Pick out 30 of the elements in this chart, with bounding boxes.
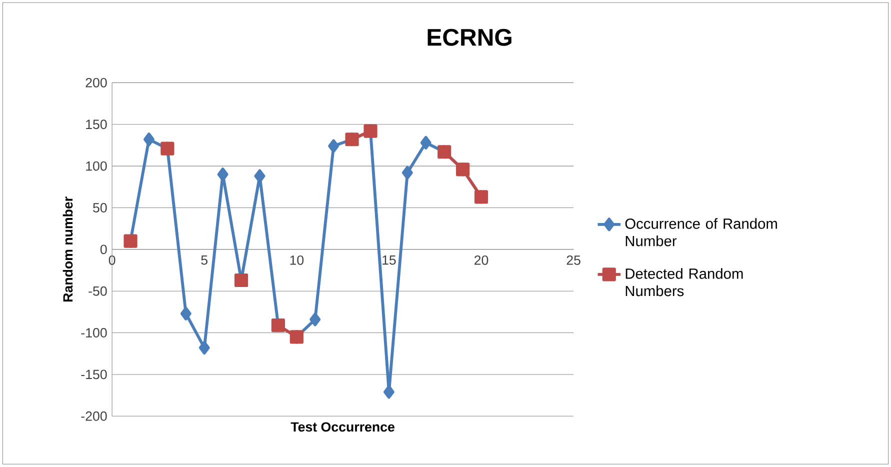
y-axis-title: Random number [62, 196, 73, 302]
x-axis-title: Test Occurrence [290, 422, 394, 432]
point [383, 385, 394, 399]
x-tick-label: 15 [382, 256, 396, 265]
point [402, 166, 413, 180]
point [198, 341, 210, 355]
y-tick-label: -100 [81, 328, 107, 338]
x-tick-label: 0 [108, 256, 116, 265]
point [310, 312, 321, 326]
y-tick-label: 100 [86, 161, 107, 171]
y-tick-label: -200 [81, 412, 107, 421]
x-tick-label: 10 [290, 256, 304, 265]
y-tick-label: -150 [81, 370, 107, 380]
y-tick-label: 50 [93, 203, 107, 213]
y-tick-label: 150 [86, 120, 107, 130]
x-tick-label: 20 [474, 256, 488, 265]
y-tick-label: 200 [86, 78, 107, 88]
point [328, 139, 340, 153]
point [180, 306, 192, 320]
chart-title: ECRNG [428, 28, 512, 46]
x-tick-label: 5 [201, 256, 208, 265]
point [217, 168, 228, 182]
point [420, 136, 432, 150]
legend-label: Occurrence of Random Number [625, 218, 777, 246]
legend-label: Detected Random Numbers [626, 268, 743, 296]
x-tick-label: 25 [566, 256, 580, 265]
point [144, 132, 154, 146]
y-tick-label: -50 [88, 286, 107, 296]
point [254, 169, 266, 183]
y-tick-label: 0 [100, 244, 107, 254]
